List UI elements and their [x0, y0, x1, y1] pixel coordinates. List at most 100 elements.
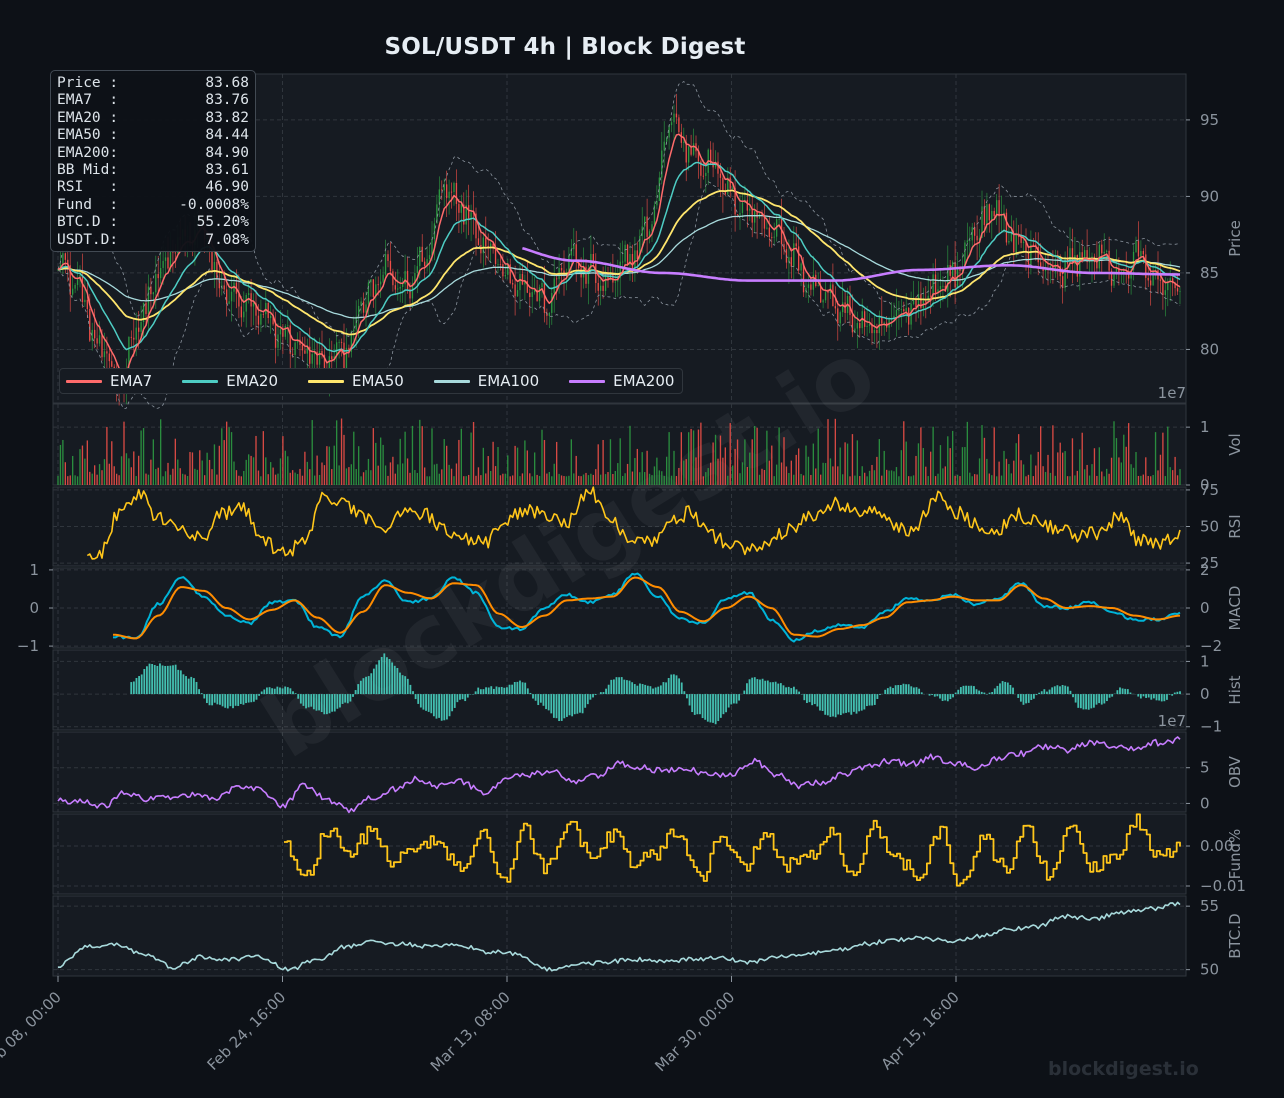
volume-bar: [1150, 476, 1151, 485]
y-tick-label-left: −1: [17, 637, 39, 655]
volume-bar: [1006, 459, 1007, 485]
volume-bar: [206, 453, 207, 485]
candle-body: [874, 330, 875, 333]
candle-body: [397, 289, 398, 290]
histogram-bar: [1161, 694, 1163, 701]
y-tick-label: 1: [1200, 652, 1210, 670]
volume-bar: [671, 476, 672, 485]
histogram-bar: [462, 694, 464, 699]
volume-bar: [287, 456, 288, 485]
candle-body: [162, 261, 163, 268]
y-axis-label-btcd: BTC.D: [1226, 913, 1244, 958]
histogram-bar: [522, 682, 524, 694]
volume-bar: [1084, 469, 1085, 485]
candle-body: [99, 335, 100, 343]
histogram-bar: [1007, 683, 1009, 695]
histogram-bar: [756, 679, 758, 694]
candle-body: [131, 337, 132, 338]
volume-bar: [89, 472, 90, 485]
volume-bar: [793, 475, 794, 485]
candle-body: [991, 211, 992, 220]
histogram-bar: [545, 694, 547, 709]
candle-body: [497, 264, 498, 265]
candle-body: [96, 338, 97, 343]
volume-bar: [627, 464, 628, 485]
histogram-bar: [1158, 694, 1160, 700]
volume-bar: [314, 476, 315, 485]
volume-bar: [419, 420, 420, 485]
histogram-bar: [1088, 694, 1090, 710]
y-tick-label: 0: [1200, 599, 1210, 617]
histogram-bar: [1176, 692, 1178, 694]
histogram-bar: [746, 683, 748, 694]
volume-bar: [505, 474, 506, 485]
histogram-bar: [970, 686, 972, 694]
histogram-bar: [237, 694, 239, 706]
histogram-bar: [584, 694, 586, 708]
histogram-bar: [702, 694, 704, 718]
candle-body: [373, 279, 374, 297]
histogram-bar: [381, 657, 383, 694]
histogram-bar: [342, 694, 344, 704]
histogram-bar: [623, 680, 625, 694]
volume-bar: [896, 467, 897, 485]
histogram-bar: [1090, 694, 1092, 708]
info-label: BTC.D :: [57, 214, 118, 231]
legend-swatch: [434, 380, 470, 383]
candle-body: [424, 262, 425, 266]
histogram-bar: [1028, 694, 1030, 703]
candle-body: [422, 247, 423, 262]
candle-body: [458, 204, 459, 213]
volume-bar: [588, 475, 589, 485]
volume-bar: [920, 427, 921, 485]
volume-bar: [563, 476, 564, 485]
histogram-bar: [1124, 689, 1126, 694]
volume-bar: [605, 474, 606, 485]
volume-bar: [470, 433, 471, 485]
volume-bar: [686, 459, 687, 485]
volume-bar: [1145, 457, 1146, 485]
volume-bar: [299, 469, 300, 485]
volume-bar: [87, 440, 88, 485]
volume-bar: [1096, 476, 1097, 485]
volume-bar: [737, 439, 738, 485]
histogram-bar: [848, 694, 850, 712]
histogram-bar: [903, 684, 905, 694]
histogram-bar: [316, 694, 318, 711]
candle-body: [363, 302, 364, 313]
histogram-bar: [582, 694, 584, 713]
volume-bar: [1042, 466, 1043, 485]
volume-bar: [182, 474, 183, 485]
volume-bar: [165, 471, 166, 485]
info-label: Fund :: [57, 197, 118, 214]
volume-bar: [759, 475, 760, 485]
volume-bar: [756, 428, 757, 485]
histogram-bar: [368, 676, 370, 694]
volume-bar: [1016, 443, 1017, 485]
volume-bar: [62, 440, 63, 485]
volume-bar: [365, 470, 366, 485]
volume-bar: [439, 474, 440, 485]
candle-body: [241, 306, 242, 317]
volume-bar: [211, 469, 212, 485]
candle-body: [65, 253, 66, 260]
candle-body: [258, 316, 259, 325]
candle-body: [87, 300, 88, 309]
candle-body: [1084, 250, 1085, 258]
histogram-bar: [349, 694, 351, 701]
volume-bar: [624, 473, 625, 485]
candle-body: [446, 184, 447, 198]
volume-bar: [986, 459, 987, 485]
histogram-bar: [616, 677, 618, 694]
volume-bar: [378, 466, 379, 485]
candle-body: [1089, 262, 1090, 263]
volume-bar: [1040, 426, 1041, 485]
volume-bar: [901, 450, 902, 485]
volume-bar: [554, 464, 555, 485]
volume-bar: [991, 475, 992, 485]
histogram-bar: [913, 687, 915, 694]
histogram-bar: [715, 694, 717, 724]
histogram-bar: [775, 682, 777, 694]
volume-bar: [238, 476, 239, 485]
volume-bar: [1025, 476, 1026, 485]
